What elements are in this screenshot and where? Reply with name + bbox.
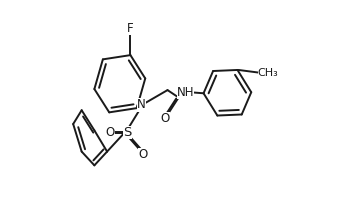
Text: CH₃: CH₃ <box>258 68 278 78</box>
Text: N: N <box>137 98 145 112</box>
Text: F: F <box>127 22 134 35</box>
Text: S: S <box>123 126 131 139</box>
Text: O: O <box>106 126 115 139</box>
Text: O: O <box>139 148 148 161</box>
Text: NH: NH <box>177 86 194 99</box>
Text: O: O <box>161 112 170 125</box>
